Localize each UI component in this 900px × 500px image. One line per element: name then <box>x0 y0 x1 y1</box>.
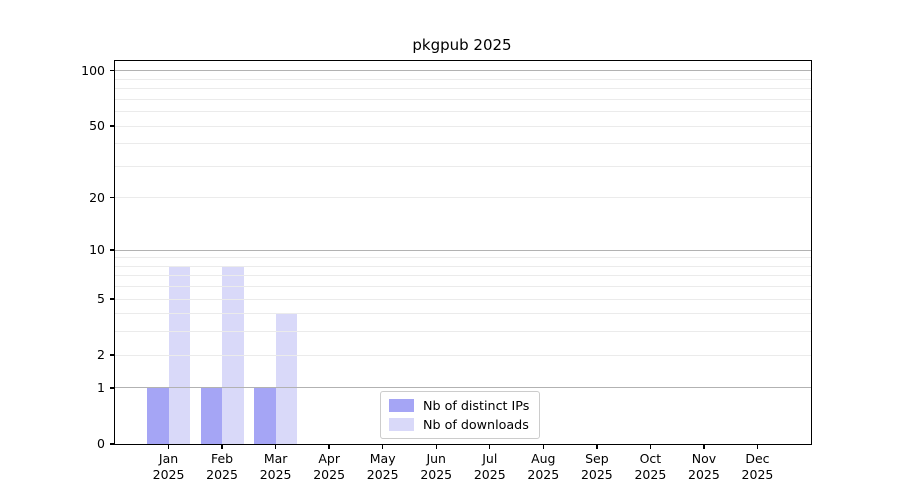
x-tick-year: 2025 <box>688 467 720 483</box>
chart-title: pkgpub 2025 <box>412 36 512 54</box>
x-tick-label: May 2025 <box>341 451 425 484</box>
y-grid-minor <box>115 78 811 80</box>
x-tick-mark <box>596 445 598 449</box>
x-tick-mark <box>542 445 544 449</box>
legend-label: Nb of downloads <box>423 417 529 432</box>
legend-swatch <box>389 399 414 412</box>
x-tick-month: Oct <box>639 451 662 466</box>
y-tick-mark <box>110 298 114 300</box>
x-tick-year: 2025 <box>527 467 560 483</box>
x-tick-label: Apr 2025 <box>287 451 371 484</box>
x-tick-mark <box>756 445 759 449</box>
x-tick-year: 2025 <box>366 467 399 483</box>
y-grid-minor <box>115 98 811 100</box>
x-tick-year: 2025 <box>473 467 506 483</box>
y-tick-mark <box>110 249 114 251</box>
x-tick-year: 2025 <box>634 467 667 483</box>
x-tick-year: 2025 <box>420 467 453 483</box>
y-tick-label: 100 <box>81 62 105 78</box>
x-tick-label: Sep 2025 <box>555 451 639 484</box>
legend: Nb of distinct IPs Nb of downloads <box>380 391 541 439</box>
y-tick-label: 10 <box>89 242 105 258</box>
x-tick-label: Feb 2025 <box>180 451 264 484</box>
x-tick-month: Jan <box>158 451 179 466</box>
x-tick-label: Nov 2025 <box>662 451 746 484</box>
y-tick-label: 5 <box>97 291 105 307</box>
x-tick-mark <box>703 445 705 449</box>
x-tick-label: Oct 2025 <box>608 451 692 484</box>
y-tick-label: 50 <box>89 118 105 134</box>
y-grid-minor <box>115 257 811 259</box>
bar-downloads <box>275 313 298 444</box>
x-tick-mark <box>274 445 277 449</box>
x-tick-month: Nov <box>691 451 717 466</box>
y-grid-minor <box>115 354 811 356</box>
x-tick-month: Sep <box>585 451 609 466</box>
y-tick-mark <box>110 197 114 199</box>
x-tick-month: Mar <box>263 451 288 466</box>
bar-distinct-ips <box>254 387 276 444</box>
x-tick-mark <box>489 445 491 449</box>
y-grid-minor <box>115 331 811 333</box>
x-tick-month: Jul <box>482 451 498 466</box>
x-tick-month: Apr <box>318 451 340 466</box>
y-grid-minor <box>115 313 811 315</box>
x-tick-year: 2025 <box>206 467 238 483</box>
x-tick-mark <box>381 445 384 449</box>
plot-area: 0 1 2 5 10 20 50 100 Jan 2025 Feb 2025 Mar 2025 Apr 202… <box>81 60 812 482</box>
x-tick-mark <box>328 445 330 449</box>
x-tick-month: Jun <box>426 451 446 466</box>
x-tick-label: Dec 2025 <box>715 451 799 484</box>
legend-swatch <box>389 418 414 431</box>
y-tick-label: 2 <box>97 347 105 363</box>
bar-distinct-ips <box>200 387 223 444</box>
x-tick-year: 2025 <box>259 467 292 483</box>
y-tick-label: 20 <box>89 189 105 205</box>
x-tick-label: Jun 2025 <box>394 451 478 484</box>
y-grid-minor <box>115 275 811 277</box>
legend-entry: Nb of downloads <box>389 417 529 432</box>
x-tick-month: Aug <box>531 451 556 466</box>
y-tick-mark <box>110 125 114 127</box>
y-tick-label: 0 <box>97 436 105 451</box>
y-tick-mark <box>110 443 114 445</box>
y-grid-major <box>115 249 811 251</box>
x-tick-mark <box>435 445 437 449</box>
x-tick-label: Mar 2025 <box>234 451 318 484</box>
x-tick-month: Feb <box>210 451 234 466</box>
x-tick-mark <box>167 445 170 449</box>
y-tick-mark <box>110 354 114 356</box>
y-grid-minor <box>115 165 811 167</box>
y-grid-minor <box>115 125 811 127</box>
x-tick-mark <box>649 445 652 449</box>
y-grid-minor <box>115 265 811 267</box>
y-tick-mark <box>110 70 114 72</box>
x-tick-month: May <box>369 451 396 466</box>
y-tick-mark <box>110 387 114 389</box>
y-grid-minor <box>115 111 811 113</box>
y-grid-minor <box>115 197 811 199</box>
y-grid-minor <box>115 298 811 300</box>
x-tick-label: Jan 2025 <box>127 451 211 484</box>
legend-entry: Nb of distinct IPs <box>389 398 529 413</box>
x-tick-month: Dec <box>745 451 770 466</box>
legend-label: Nb of distinct IPs <box>423 398 530 413</box>
x-tick-label: Aug 2025 <box>501 451 585 484</box>
y-grid-major <box>115 70 811 72</box>
x-tick-year: 2025 <box>313 467 346 483</box>
y-grid-minor <box>115 88 811 90</box>
y-grid-minor <box>115 286 811 288</box>
x-tick-year: 2025 <box>152 467 185 483</box>
y-tick-label: 1 <box>97 379 105 395</box>
bar-distinct-ips <box>147 387 169 444</box>
y-grid-major <box>115 387 811 389</box>
x-tick-year: 2025 <box>741 467 774 483</box>
y-grid-minor <box>115 143 811 145</box>
x-tick-label: Jul 2025 <box>448 451 532 484</box>
x-tick-year: 2025 <box>580 467 613 483</box>
x-tick-mark <box>221 445 223 449</box>
